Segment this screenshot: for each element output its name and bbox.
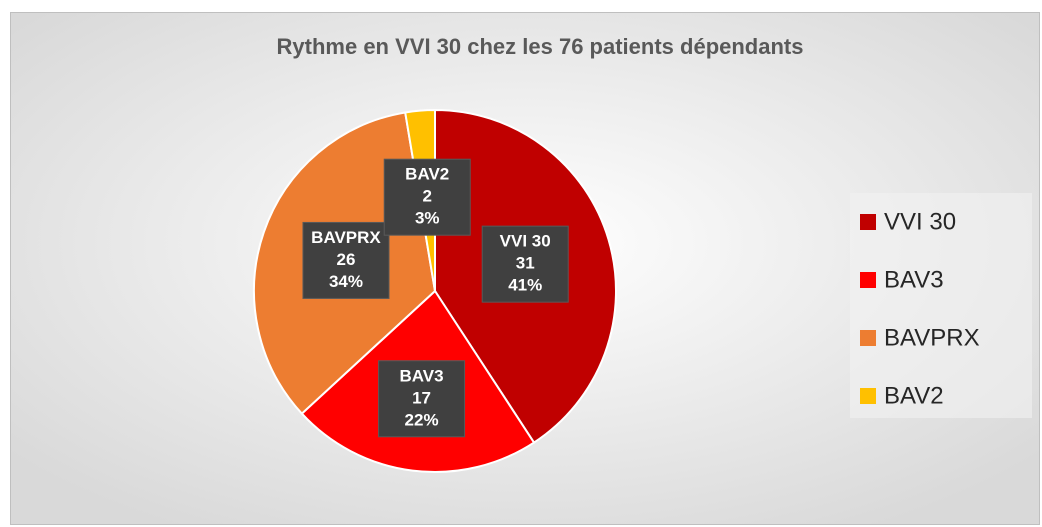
data-label: 17 xyxy=(412,388,431,407)
data-label: BAVPRX xyxy=(311,228,381,247)
legend-label: BAV2 xyxy=(884,382,944,409)
data-label: 22% xyxy=(405,410,439,429)
chart-title: Rythme en VVI 30 chez les 76 patients dé… xyxy=(277,34,804,59)
data-label: 2 xyxy=(422,187,431,206)
legend-label: VVI 30 xyxy=(884,208,956,235)
data-label: 34% xyxy=(329,272,363,291)
legend-swatch xyxy=(860,272,876,288)
data-label: BAV2 xyxy=(405,165,449,184)
data-label: 41% xyxy=(508,276,542,295)
data-label: BAV3 xyxy=(400,366,444,385)
legend-swatch xyxy=(860,388,876,404)
data-label: 3% xyxy=(415,209,440,228)
legend-box xyxy=(850,193,1032,418)
data-label: VVI 30 xyxy=(500,232,551,251)
data-label-box xyxy=(378,360,466,438)
legend-label: BAV3 xyxy=(884,266,944,293)
data-label: 31 xyxy=(516,254,535,273)
data-label-box xyxy=(302,221,390,299)
data-label: 26 xyxy=(337,250,356,269)
legend-label: BAVPRX xyxy=(884,324,980,351)
data-label-box xyxy=(383,158,471,236)
data-label-box xyxy=(481,225,569,303)
legend-swatch xyxy=(860,330,876,346)
legend-swatch xyxy=(860,214,876,230)
